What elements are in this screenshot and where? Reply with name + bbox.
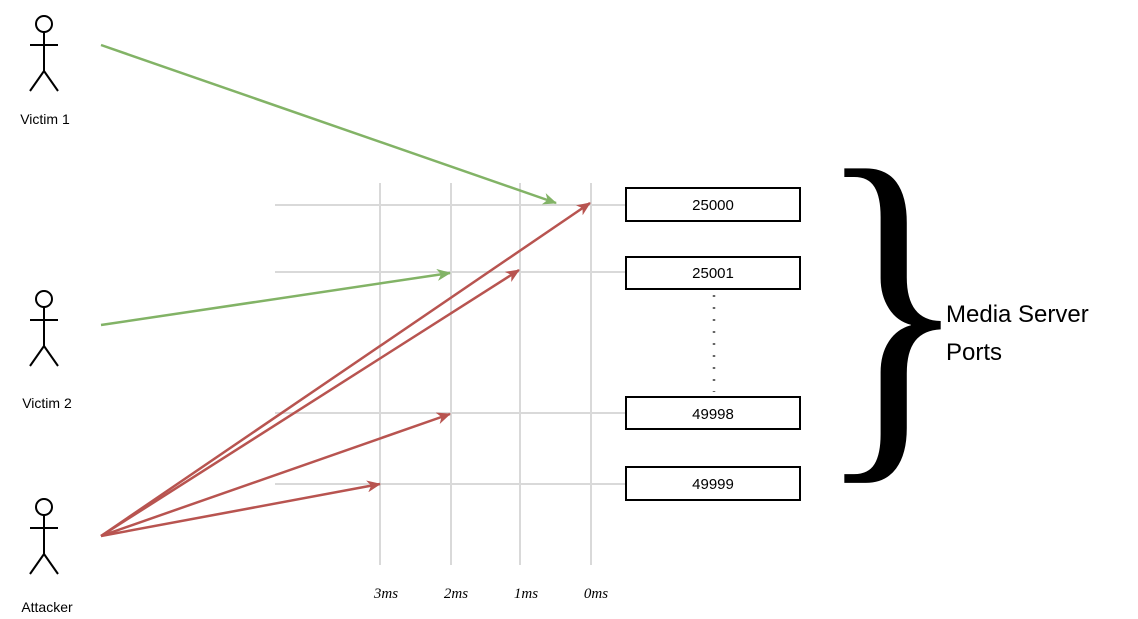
arrow-victim2-to-25001	[100, 268, 451, 327]
person-icon	[29, 498, 59, 575]
victim-2-label: Victim 2	[22, 395, 72, 411]
port-number: 49998	[692, 406, 734, 423]
port-number: 49999	[692, 476, 734, 493]
port-box-49998: 49998	[625, 396, 801, 430]
port-box-25000: 25000	[625, 187, 801, 222]
arrows	[100, 43, 591, 538]
arrow-attacker-to-25001	[100, 268, 520, 538]
actor-victim-2: Victim 2	[22, 290, 72, 411]
port-list: 25000 25001 49998 49999	[625, 187, 801, 501]
media-server-label-line2: Ports	[946, 339, 1002, 366]
time-label-1ms: 1ms	[514, 586, 538, 602]
time-label-0ms: 0ms	[584, 586, 608, 602]
person-icon	[29, 15, 59, 92]
actor-attacker: Attacker	[21, 498, 73, 615]
arrow-victim1-to-25000	[100, 43, 557, 205]
port-box-25001: 25001	[625, 256, 801, 290]
person-icon	[29, 290, 59, 367]
port-number: 25001	[692, 265, 734, 282]
actor-victim-1: Victim 1	[20, 15, 70, 127]
curly-brace: }	[815, 95, 970, 515]
arrow-attacker-to-49998	[100, 412, 451, 538]
media-server-label: Media Server Ports	[946, 301, 1095, 366]
arrow-attacker-to-25000	[100, 201, 591, 538]
time-label-2ms: 2ms	[444, 586, 468, 602]
time-axis: 3ms 2ms 1ms 0ms	[373, 586, 608, 602]
port-box-49999: 49999	[625, 466, 801, 501]
time-label-3ms: 3ms	[373, 586, 398, 602]
arrow-attacker-to-49999	[100, 480, 381, 538]
attacker-label: Attacker	[21, 599, 73, 615]
grid	[275, 183, 625, 565]
port-number: 25000	[692, 197, 734, 214]
media-server-label-line1: Media Server	[946, 301, 1089, 328]
victim-1-label: Victim 1	[20, 111, 70, 127]
